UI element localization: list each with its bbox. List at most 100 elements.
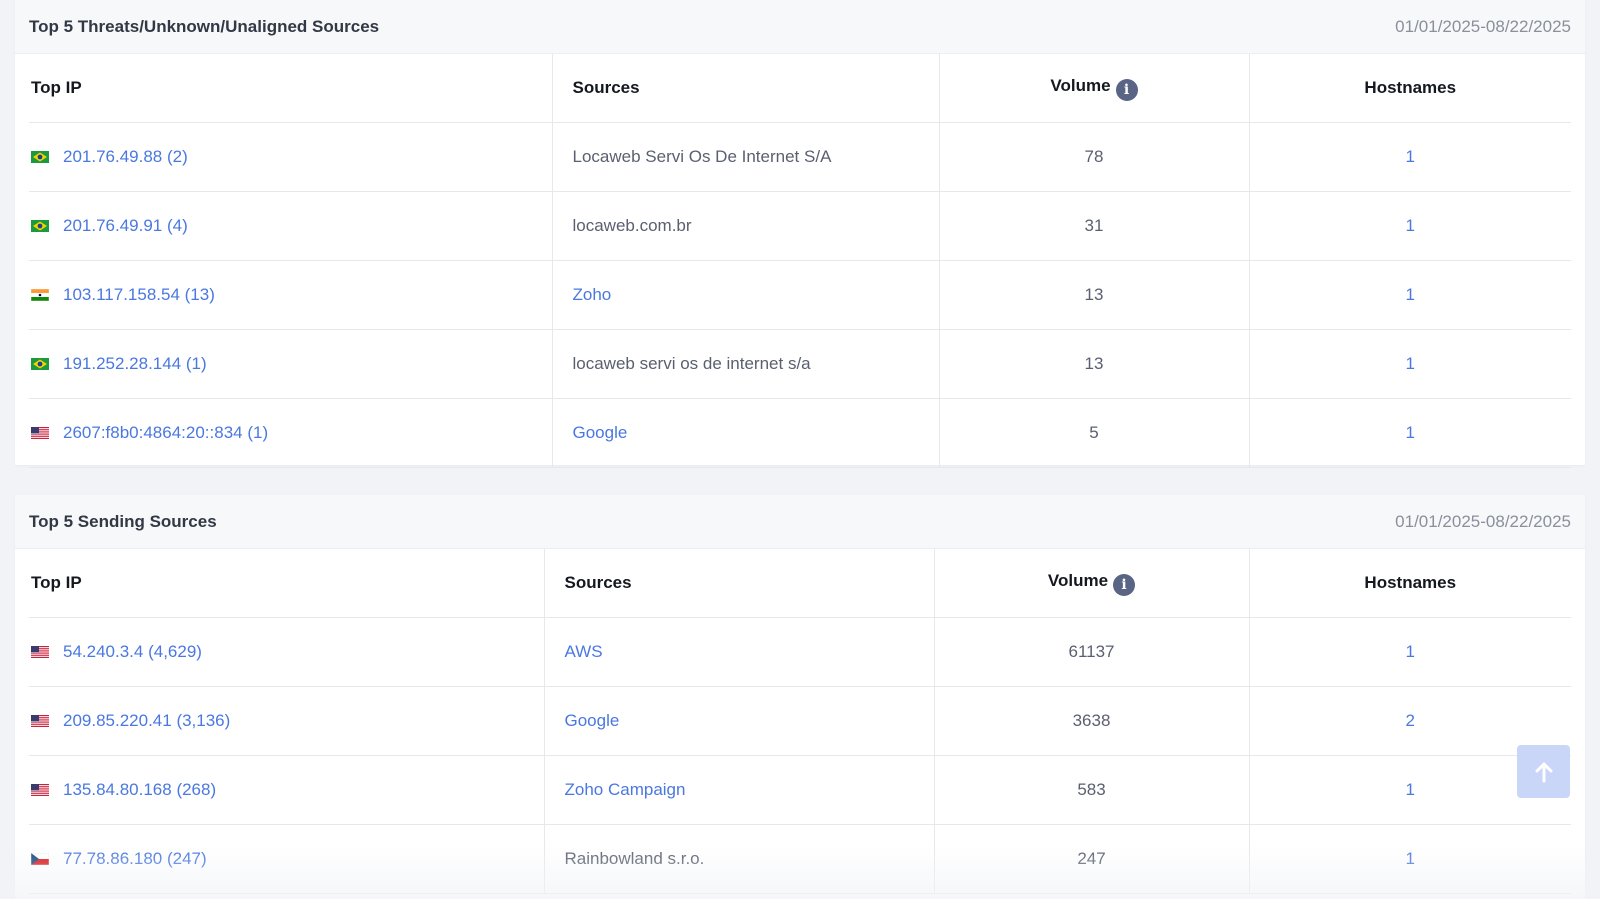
ip-cell: 2607:f8b0:4864:20::834 (1) <box>29 398 552 468</box>
hostnames-cell: 1 <box>1248 617 1571 687</box>
sending-date-range: 01/01/2025-08/22/2025 <box>1395 512 1571 531</box>
source-name: Rainbowland s.r.o. <box>564 849 705 868</box>
flag-us-icon <box>31 784 49 796</box>
col-header-sources: Sources <box>543 549 934 618</box>
col-header-volume-label: Volume <box>1047 570 1109 590</box>
volume-cell: 61137 <box>933 617 1249 687</box>
ip-link[interactable]: 201.76.49.88 (2) <box>63 147 188 166</box>
col-header-hostnames: Hostnames <box>1248 54 1571 123</box>
scroll-to-top-button[interactable] <box>1517 745 1570 798</box>
col-header-hostnames: Hostnames <box>1248 549 1571 618</box>
hostnames-link[interactable]: 1 <box>1405 849 1415 868</box>
sending-title: Top 5 Sending Sources <box>29 512 217 531</box>
source-link[interactable]: Google <box>572 423 628 442</box>
ip-link[interactable]: 2607:f8b0:4864:20::834 (1) <box>63 423 269 442</box>
threats-date-range: 01/01/2025-08/22/2025 <box>1395 17 1571 36</box>
volume-cell: 13 <box>938 260 1249 330</box>
hostnames-cell: 1 <box>1248 191 1571 261</box>
arrow-up-icon <box>1535 762 1552 782</box>
volume-cell: 31 <box>938 191 1249 261</box>
source-link[interactable]: Google <box>564 711 620 730</box>
ip-cell: 135.84.80.168 (268) <box>29 755 544 825</box>
ip-cell: 209.85.220.41 (3,136) <box>29 686 544 756</box>
source-link[interactable]: Zoho <box>572 285 612 304</box>
table-row: 135.84.80.168 (268) Zoho Campaign 583 1 <box>29 755 1571 825</box>
hostnames-cell: 1 <box>1248 260 1571 330</box>
col-header-top-ip: Top IP <box>29 549 544 618</box>
ip-link[interactable]: 135.84.80.168 (268) <box>63 780 217 799</box>
table-row: 54.240.3.4 (4,629) AWS 61137 1 <box>29 617 1571 687</box>
table-row: 2607:f8b0:4864:20::834 (1) Google 5 1 <box>29 398 1571 468</box>
volume-cell: 583 <box>933 755 1249 825</box>
ip-cell: 54.240.3.4 (4,629) <box>29 617 544 687</box>
source-cell: Google <box>543 686 934 756</box>
table-row: 201.76.49.88 (2) Locaweb Servi Os De Inte… <box>29 122 1571 192</box>
col-header-volume: Volume i <box>933 549 1249 618</box>
source-link[interactable]: AWS <box>564 642 603 661</box>
ip-link[interactable]: 191.252.28.144 (1) <box>63 354 207 373</box>
sending-table-header-row: Top IP Sources Volume i Hostnames <box>29 549 1571 618</box>
hostnames-link[interactable]: 1 <box>1405 285 1415 304</box>
volume-cell: 13 <box>938 329 1249 399</box>
hostnames-link[interactable]: 1 <box>1405 147 1415 166</box>
ip-cell: 191.252.28.144 (1) <box>29 329 552 399</box>
ip-link[interactable]: 54.240.3.4 (4,629) <box>63 642 202 661</box>
hostnames-cell: 1 <box>1248 329 1571 399</box>
ip-link[interactable]: 77.78.86.180 (247) <box>63 849 207 868</box>
flag-us-icon <box>31 427 49 439</box>
sending-table-body: 54.240.3.4 (4,629) AWS 61137 1 209.85.220.41… <box>29 617 1571 894</box>
threats-card: Top 5 Threats/Unknown/Unaligned Sources … <box>15 0 1585 468</box>
source-name: locaweb servi os de internet s/a <box>572 354 811 373</box>
flag-us-icon <box>31 646 49 658</box>
threats-title: Top 5 Threats/Unknown/Unaligned Sources <box>29 17 380 36</box>
flag-cz-icon <box>31 853 49 865</box>
source-cell: AWS <box>543 617 934 687</box>
source-link[interactable]: Zoho Campaign <box>564 780 686 799</box>
sending-table: Top IP Sources Volume i Hostnames 54.240.… <box>29 549 1571 894</box>
hostnames-link[interactable]: 1 <box>1405 216 1415 235</box>
col-header-volume-label: Volume <box>1050 75 1111 95</box>
hostnames-cell: 1 <box>1248 122 1571 192</box>
hostnames-cell: 1 <box>1248 398 1571 468</box>
table-row: 209.85.220.41 (3,136) Google 3638 2 <box>29 686 1571 756</box>
source-name: Locaweb Servi Os De Internet S/A <box>572 147 832 166</box>
ip-cell: 103.117.158.54 (13) <box>29 260 552 330</box>
info-icon[interactable]: i <box>1115 78 1138 101</box>
flag-in-icon <box>31 289 49 301</box>
ip-link[interactable]: 201.76.49.91 (4) <box>63 216 188 235</box>
ip-cell: 201.76.49.88 (2) <box>29 122 552 192</box>
flag-br-icon <box>31 151 49 163</box>
table-row: 201.76.49.91 (4) locaweb.com.br 31 1 <box>29 191 1571 261</box>
col-header-volume: Volume i <box>938 54 1249 123</box>
ip-link[interactable]: 209.85.220.41 (3,136) <box>63 711 231 730</box>
ip-link[interactable]: 103.117.158.54 (13) <box>63 285 215 304</box>
source-cell: Locaweb Servi Os De Internet S/A <box>551 122 939 192</box>
threats-table-body: 201.76.49.88 (2) Locaweb Servi Os De Inte… <box>29 122 1571 468</box>
volume-cell: 78 <box>938 122 1249 192</box>
col-header-sources: Sources <box>551 54 939 123</box>
volume-cell: 3638 <box>933 686 1249 756</box>
hostnames-cell: 2 <box>1248 686 1571 756</box>
info-icon[interactable]: i <box>1113 573 1136 596</box>
source-cell: Google <box>551 398 939 468</box>
volume-cell: 247 <box>933 824 1249 894</box>
flag-br-icon <box>31 220 49 232</box>
sending-card: Top 5 Sending Sources 01/01/2025-08/22/2… <box>15 495 1585 899</box>
source-cell: locaweb.com.br <box>551 191 939 261</box>
hostnames-link[interactable]: 1 <box>1405 642 1415 661</box>
hostnames-link[interactable]: 2 <box>1405 711 1415 730</box>
source-name: locaweb.com.br <box>572 216 692 235</box>
threats-table: Top IP Sources Volume i Hostnames 201.76.… <box>29 54 1571 468</box>
ip-cell: 77.78.86.180 (247) <box>29 824 544 894</box>
hostnames-cell: 1 <box>1248 824 1571 894</box>
volume-cell: 5 <box>938 398 1249 468</box>
hostnames-link[interactable]: 1 <box>1405 780 1415 799</box>
col-header-top-ip: Top IP <box>29 54 552 123</box>
source-cell: locaweb servi os de internet s/a <box>551 329 939 399</box>
table-row: 191.252.28.144 (1) locaweb servi os de in… <box>29 329 1571 399</box>
ip-cell: 201.76.49.91 (4) <box>29 191 552 261</box>
source-cell: Rainbowland s.r.o. <box>543 824 934 894</box>
hostnames-link[interactable]: 1 <box>1405 423 1415 442</box>
table-row: 77.78.86.180 (247) Rainbowland s.r.o. 247 1 <box>29 824 1571 894</box>
hostnames-link[interactable]: 1 <box>1405 354 1415 373</box>
